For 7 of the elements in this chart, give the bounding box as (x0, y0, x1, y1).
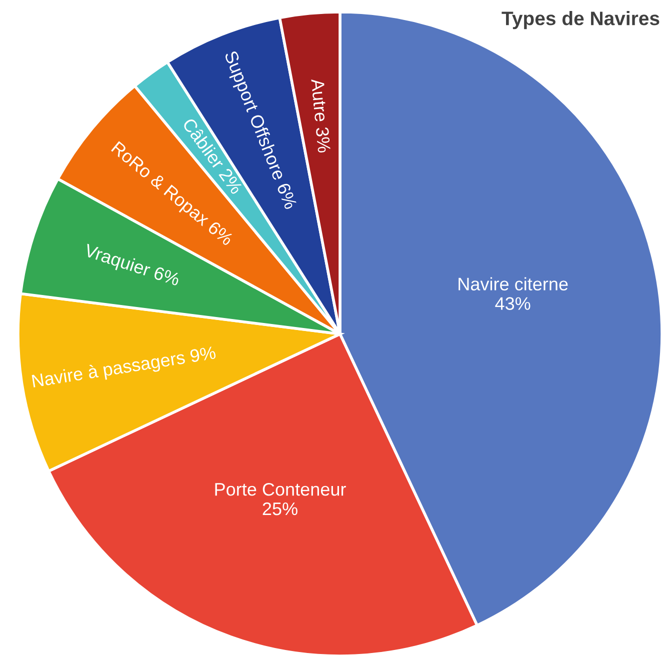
data-label: 43% (495, 297, 530, 310)
slice-label: Navire citerne (458, 277, 568, 290)
slice-label: Autre 3% (311, 78, 331, 153)
slice-label: Porte Conteneur (215, 482, 346, 496)
data-label: 25% (262, 502, 298, 516)
slice-label: Navire à passagers 9% (32, 345, 217, 392)
chart-title: Types de Navires (502, 11, 660, 30)
